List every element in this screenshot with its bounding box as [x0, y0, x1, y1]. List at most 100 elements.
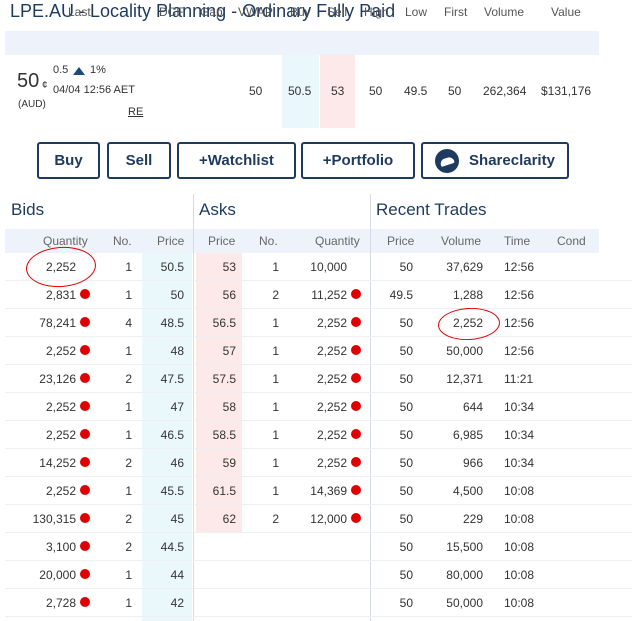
bid-price: 48.5	[160, 316, 184, 330]
shareclarity-label: Shareclarity	[469, 152, 555, 169]
ask-count: 2	[272, 512, 279, 526]
trade-time: 11:21	[504, 372, 534, 386]
trade-price: 50	[399, 260, 413, 274]
value-sell: 53	[331, 84, 345, 98]
red-dot-icon	[351, 429, 361, 439]
red-dot-icon	[351, 485, 361, 495]
bid-quantity: 2,252	[45, 260, 76, 274]
bid-price: 42	[170, 596, 184, 610]
re-link[interactable]: RE	[128, 106, 144, 118]
bid-quantity: 2,252	[45, 428, 76, 442]
row-divider	[5, 476, 632, 477]
trade-time: 10:34	[504, 456, 535, 470]
row-divider	[5, 588, 632, 589]
ask-price: 56	[222, 288, 236, 302]
trade-time: 10:08	[504, 512, 535, 526]
page-title: LPE.AU - Locality Planning - Ordinary Fu…	[10, 1, 396, 21]
row-divider	[5, 560, 632, 561]
bid-count: 1	[125, 288, 132, 302]
trade-time: 12:56	[504, 316, 535, 330]
row-divider	[5, 336, 632, 337]
add-watchlist-button[interactable]: +Watchlist	[177, 142, 296, 179]
buy-button[interactable]: Buy	[37, 142, 100, 179]
ask-quantity: 2,252	[316, 372, 347, 386]
shareclarity-button[interactable]: Shareclarity	[421, 142, 569, 179]
asks-header-quantity: Quantity	[315, 234, 360, 248]
header-value: Value	[551, 5, 581, 19]
bid-price: 47.5	[160, 372, 184, 386]
value-volume: 262,364	[483, 84, 527, 98]
last-price: 50	[17, 70, 40, 92]
sell-column-highlight	[320, 55, 355, 128]
ask-price: 62	[222, 512, 236, 526]
ask-count: 1	[272, 344, 279, 358]
bid-quantity: 14,252	[39, 456, 76, 470]
row-divider	[5, 308, 632, 309]
ask-price: 59	[222, 456, 236, 470]
bid-price: 44.5	[160, 540, 184, 554]
trades-header-time: Time	[504, 234, 531, 248]
ask-price: 53	[222, 260, 236, 274]
ask-count: 1	[272, 484, 279, 498]
ask-quantity: 11,252	[311, 288, 347, 302]
table-row: 2,252 1 48 57 1 2,252 50 50,000 12:56	[0, 337, 637, 365]
red-dot-icon	[80, 429, 90, 439]
buy-column-highlight	[282, 55, 319, 128]
ask-quantity: 2,252	[316, 400, 347, 414]
trade-volume: 80,000	[446, 568, 483, 582]
red-dot-icon	[351, 513, 361, 523]
trade-time: 10:08	[504, 484, 535, 498]
bid-count: 1	[125, 568, 132, 582]
add-portfolio-button[interactable]: +Portfolio	[301, 142, 415, 179]
ask-price: 61.5	[212, 484, 236, 498]
bids-header-quantity: Quantity	[43, 234, 88, 248]
value-high: 50	[369, 84, 383, 98]
ask-quantity: 2,252	[316, 428, 347, 442]
table-row: 2,252 1 50.5 53 1 10,000 50 37,629 12:56	[0, 253, 637, 281]
ask-quantity: 2,252	[316, 456, 347, 470]
row-divider	[5, 504, 632, 505]
trade-volume: 15,500	[446, 540, 483, 554]
asks-heading: Asks	[199, 200, 236, 219]
bid-price: 47	[170, 400, 184, 414]
red-dot-icon	[351, 289, 361, 299]
bid-count: 1	[125, 260, 132, 274]
table-row: 2,252 1 47 58 1 2,252 50 644 10:34	[0, 393, 637, 421]
shareclarity-eagle-icon	[435, 148, 460, 173]
value-first: 50	[448, 84, 462, 98]
bids-header-bar	[5, 229, 193, 253]
ask-count: 1	[272, 400, 279, 414]
trade-volume: 50,000	[446, 596, 483, 610]
asks-trades-divider	[370, 194, 371, 621]
sell-button[interactable]: Sell	[107, 142, 171, 179]
row-divider	[5, 532, 632, 533]
ask-quantity: 14,369	[310, 484, 347, 498]
red-dot-icon	[80, 317, 90, 327]
bid-quantity: 2,728	[45, 596, 76, 610]
trade-volume: 966	[462, 456, 483, 470]
trade-price: 50	[399, 596, 413, 610]
price-change: 0.5	[53, 64, 69, 76]
bid-price: 45.5	[160, 484, 184, 498]
bid-quantity: 2,831	[45, 288, 76, 302]
trade-price: 50	[399, 372, 413, 386]
header-first: First	[444, 5, 468, 19]
bids-heading: Bids	[11, 200, 45, 219]
trades-header-cond: Cond	[557, 234, 586, 248]
bids-header-no: No.	[113, 234, 132, 248]
header-vwap: VWAP	[238, 5, 273, 19]
ask-price: 58.5	[212, 428, 236, 442]
header-low: Low	[405, 5, 428, 19]
value-low: 49.5	[404, 84, 428, 98]
table-row: 130,315 2 45 62 2 12,000 50 229 10:08	[0, 505, 637, 533]
row-divider	[5, 448, 632, 449]
table-row: 2,252 1 46.5 58.5 1 2,252 50 6,985 10:34	[0, 421, 637, 449]
ask-quantity: 12,000	[310, 512, 347, 526]
trade-price: 50	[399, 456, 413, 470]
ask-price: 57.5	[212, 372, 236, 386]
price-change-percent: 1%	[90, 64, 106, 76]
table-row: 20,000 1 44 50 80,000 10:08	[0, 561, 637, 589]
currency-label: (AUD)	[18, 99, 46, 110]
bid-price: 44	[170, 568, 184, 582]
trades-header-bar	[371, 229, 599, 253]
